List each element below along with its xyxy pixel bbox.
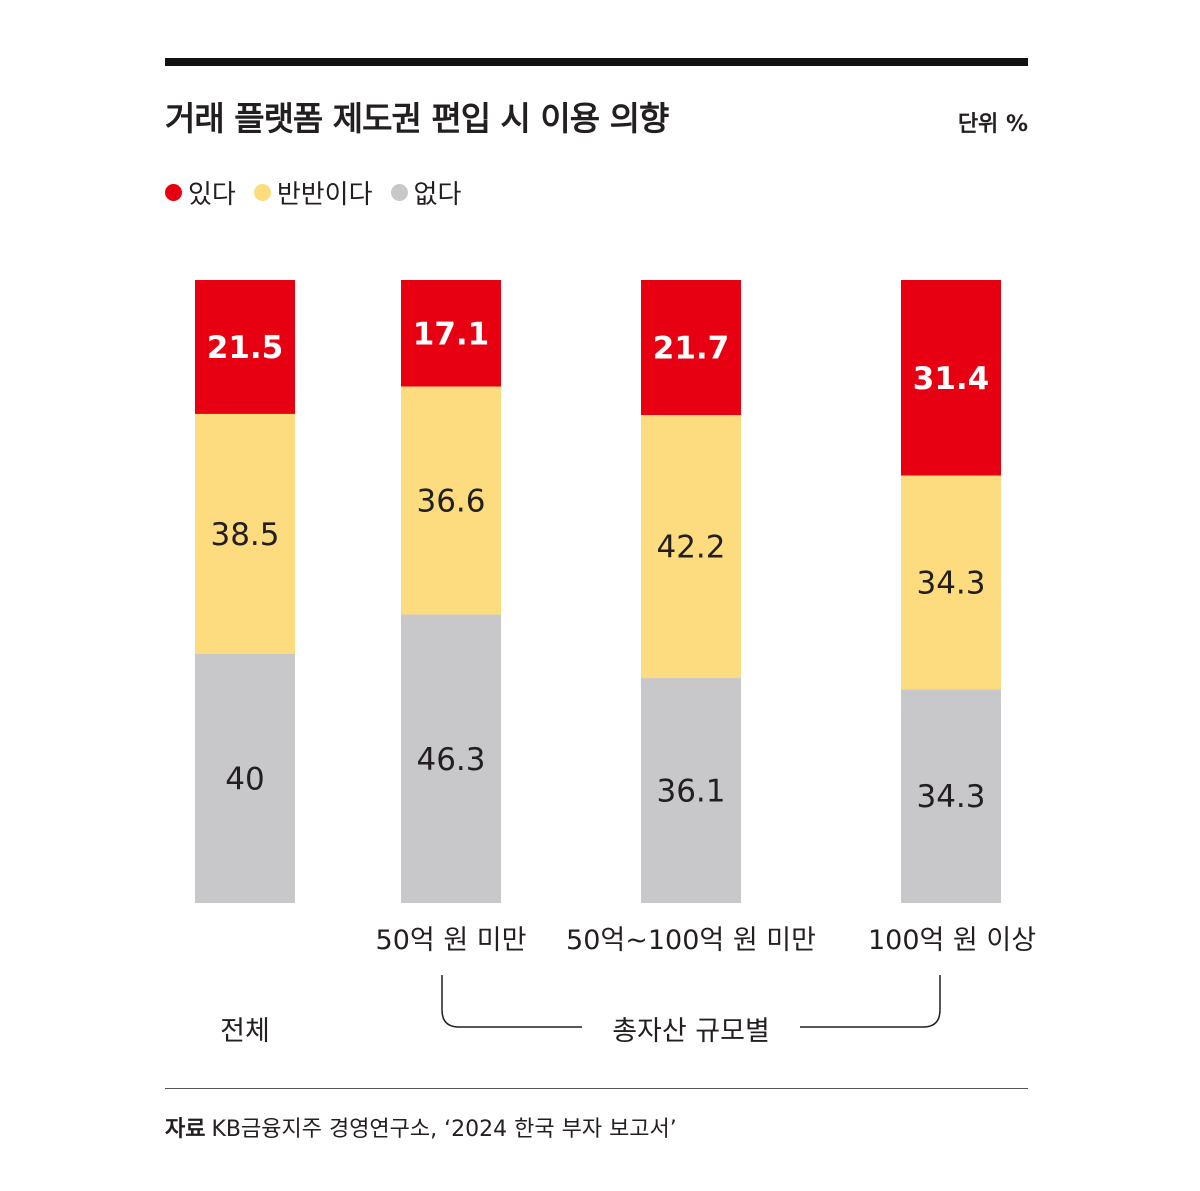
- legend-item-no: 없다: [390, 174, 462, 211]
- top-rule: [165, 58, 1028, 66]
- bar-segment-half-3: [901, 475, 1001, 690]
- data-label-yes-1: 17.1: [413, 316, 490, 352]
- category-label-under-50: 50억 원 미만: [375, 925, 527, 956]
- category-label-50-100: 50억~100억 원 미만: [566, 925, 816, 956]
- bar-segment-yes-0: [195, 280, 295, 414]
- data-label-no-1: 46.3: [416, 742, 485, 778]
- bar-segment-yes-1: [401, 280, 501, 387]
- bar-segment-no-3: [901, 689, 1001, 903]
- chart-title: 거래 플랫폼 제도권 편입 시 이용 의향: [165, 99, 669, 138]
- bar-segment-no-0: [195, 653, 295, 903]
- legend-dot-half: [253, 184, 271, 201]
- data-label-half-3: 34.3: [916, 565, 985, 601]
- unit-label: 단위 %: [957, 112, 1028, 137]
- bar-segment-no-2: [641, 678, 741, 903]
- legend-dot-yes: [165, 184, 182, 201]
- bar-segment-half-1: [401, 386, 501, 615]
- legend-item-half: 반반이다: [253, 174, 373, 211]
- bar-segment-half-2: [641, 415, 741, 679]
- legend-dot-no: [390, 184, 408, 201]
- data-label-half-0: 38.5: [210, 517, 279, 553]
- data-label-yes-2: 21.7: [653, 331, 730, 367]
- bottom-rule: [165, 1088, 1028, 1089]
- data-label-yes-3: 31.4: [913, 361, 990, 397]
- data-label-half-2: 42.2: [656, 530, 725, 566]
- bar-segment-half-0: [195, 413, 295, 654]
- bar-segment-yes-2: [641, 280, 741, 416]
- source-text: KB금융지주 경영연구소, ‘2024 한국 부자 보고서’: [211, 1117, 677, 1142]
- data-label-yes-0: 21.5: [207, 330, 284, 366]
- source-note: 자료 KB금융지주 경영연구소, ‘2024 한국 부자 보고서’: [165, 1111, 677, 1143]
- category-label-over-100: 100억 원 이상: [867, 925, 1037, 956]
- legend-label-no: 없다: [413, 180, 462, 210]
- data-label-half-1: 36.6: [416, 484, 485, 520]
- data-label-no-2: 36.1: [656, 774, 725, 810]
- data-label-no-3: 34.3: [916, 779, 985, 815]
- legend-label-half: 반반이다: [276, 180, 373, 210]
- legend-label-yes: 있다: [188, 180, 236, 210]
- legend: 있다 반반이다 없다: [165, 174, 479, 211]
- bar-segment-yes-3: [901, 280, 1001, 476]
- data-label-no-0: 40: [225, 761, 264, 797]
- source-label: 자료: [165, 1117, 206, 1142]
- legend-item-yes: 있다: [165, 174, 236, 211]
- group-label-all: 전체: [220, 1016, 270, 1047]
- group-label-assets: 총자산 규모별: [612, 1016, 770, 1047]
- bar-segment-no-1: [401, 614, 501, 903]
